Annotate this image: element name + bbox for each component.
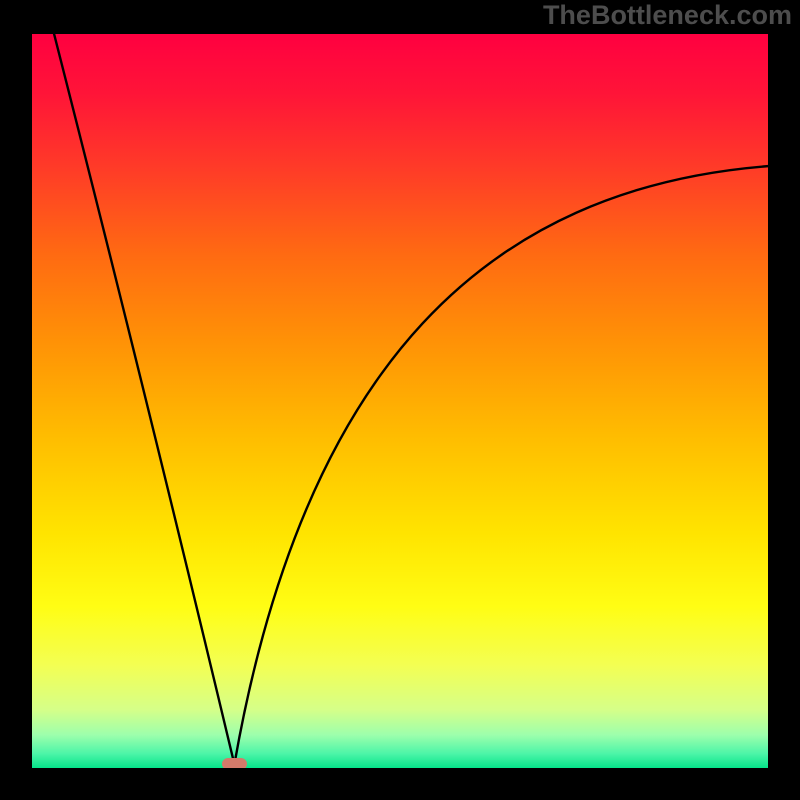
chart-curve-layer [32, 34, 768, 768]
chart-plot-area [32, 34, 768, 768]
frame-right [768, 0, 800, 800]
chart-cusp-marker [222, 758, 248, 768]
watermark-text: TheBottleneck.com [543, 0, 792, 31]
frame-bottom [0, 768, 800, 800]
chart-curve [54, 34, 768, 764]
frame-left [0, 0, 32, 800]
